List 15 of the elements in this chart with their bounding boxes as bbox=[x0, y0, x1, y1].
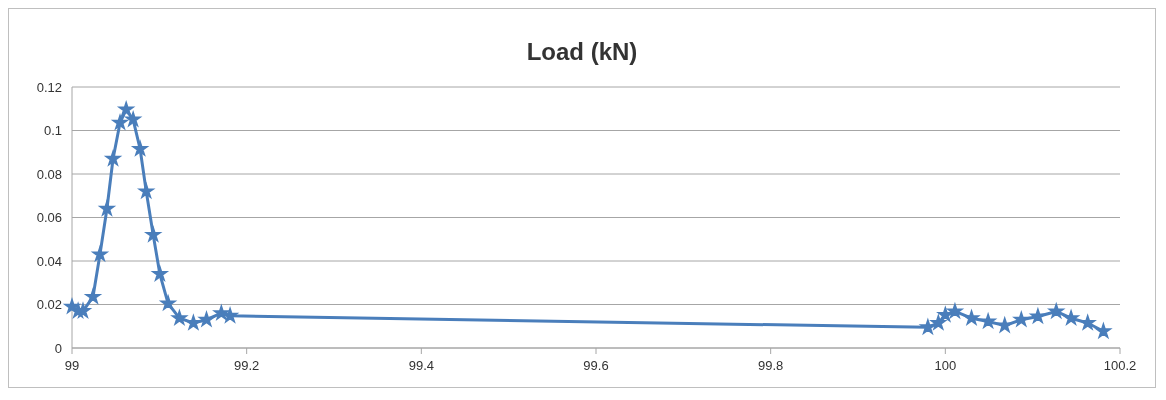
y-tick-label: 0.12 bbox=[36, 79, 62, 95]
x-tick-label: 99.8 bbox=[758, 358, 784, 373]
chart-title: Load (kN) bbox=[526, 38, 638, 65]
x-tick-label: 99.2 bbox=[234, 358, 260, 373]
y-tick-label: 0.04 bbox=[36, 253, 62, 269]
x-tick-label: 99.6 bbox=[583, 358, 609, 373]
y-tick-label: 0.06 bbox=[36, 210, 62, 225]
y-tick-label: 0.08 bbox=[36, 166, 62, 182]
x-tick-label: 99.4 bbox=[408, 358, 434, 373]
x-tick-label: 100.2 bbox=[1103, 358, 1137, 373]
x-tick-label: 99 bbox=[64, 358, 80, 373]
y-tick-label: 0.1 bbox=[43, 123, 62, 138]
y-tick-label: 0.02 bbox=[36, 297, 62, 312]
x-tick-label: 100 bbox=[934, 358, 957, 373]
y-tick-label: 0 bbox=[54, 340, 62, 356]
